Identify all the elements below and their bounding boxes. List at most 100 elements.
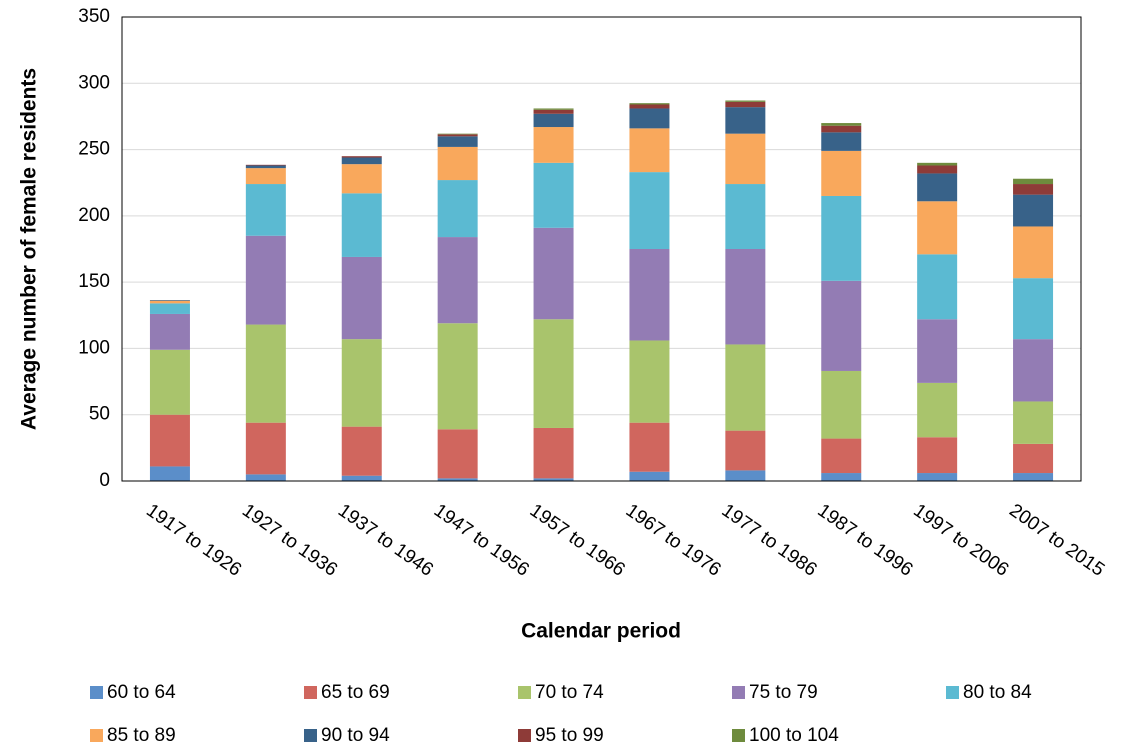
y-tick-label: 200: [78, 205, 110, 226]
legend-label: 70 to 74: [535, 682, 604, 703]
bar-segment: [917, 254, 958, 320]
bar-segment: [341, 164, 382, 194]
bar-segment: [149, 303, 190, 314]
bar-segment: [821, 280, 862, 371]
bar-segment: [725, 344, 766, 431]
bar-segment: [917, 201, 958, 255]
legend-swatch: [946, 686, 959, 699]
legend-swatch: [304, 686, 317, 699]
plot-frame: [121, 16, 1082, 482]
bar-segment: [245, 165, 286, 169]
bar-segment: [245, 235, 286, 325]
bar-segment: [437, 133, 478, 135]
legend-swatch: [304, 729, 317, 742]
bar-segment: [533, 478, 574, 481]
bar-segment: [821, 150, 862, 196]
bar-segment: [437, 134, 478, 137]
x-axis-title: Calendar period: [521, 620, 681, 643]
bar-segment: [629, 340, 670, 423]
bar-segment: [917, 473, 958, 481]
bar-segment: [149, 466, 190, 481]
bar-segment: [821, 132, 862, 151]
bar-segment: [437, 136, 478, 147]
bar-segment: [1013, 226, 1054, 279]
bar-segment: [245, 184, 286, 236]
y-axis-title: Average number of female residents: [18, 68, 41, 430]
bar-segment: [533, 162, 574, 228]
bar-segment: [629, 128, 670, 173]
bar-segment: [725, 101, 766, 108]
bar-segment: [1013, 178, 1054, 185]
bar-segment: [1013, 184, 1054, 195]
bar-segment: [917, 382, 958, 438]
legend-label: 60 to 64: [107, 682, 176, 703]
bar-segment: [1013, 339, 1054, 402]
legend-label: 90 to 94: [321, 725, 390, 746]
bar-segment: [821, 123, 862, 126]
y-tick-label: 50: [89, 404, 110, 425]
bar-segment: [629, 103, 670, 105]
legend-label: 85 to 89: [107, 725, 176, 746]
bar-segment: [437, 429, 478, 479]
bar-segment: [245, 164, 286, 166]
bar-segment: [437, 478, 478, 481]
bar-segment: [1013, 278, 1054, 340]
x-tick-label: 1927 to 1936: [238, 500, 341, 581]
bar-segment: [341, 193, 382, 257]
bar-segment: [437, 323, 478, 430]
x-tick-label: 1957 to 1966: [526, 500, 629, 581]
bar-segment: [149, 349, 190, 415]
bar-segment: [245, 474, 286, 481]
bar-segment: [725, 470, 766, 481]
legend-label: 95 to 99: [535, 725, 604, 746]
bar-segment: [629, 104, 670, 109]
legend-label: 75 to 79: [749, 682, 818, 703]
bar-segment: [533, 109, 574, 114]
bar-segment: [629, 172, 670, 249]
bar-segment: [437, 180, 478, 238]
bar-segment: [341, 156, 382, 158]
bar-segment: [725, 133, 766, 185]
bar-segment: [533, 427, 574, 479]
bar-segment: [149, 414, 190, 467]
legend-swatch: [732, 686, 745, 699]
bar-segment: [629, 249, 670, 341]
x-tick-label: 1947 to 1956: [430, 500, 533, 581]
bar-segment: [1013, 401, 1054, 444]
y-tick-label: 150: [78, 271, 110, 292]
bar-segment: [149, 300, 190, 304]
bar-segment: [437, 146, 478, 181]
bar-segment: [341, 157, 382, 165]
bar-segment: [341, 475, 382, 481]
legend-swatch: [90, 729, 103, 742]
bar-segment: [1013, 194, 1054, 227]
bar-segment: [821, 438, 862, 474]
bar-segment: [821, 473, 862, 481]
legend-label: 65 to 69: [321, 682, 390, 703]
bar-segment: [725, 107, 766, 134]
bar-segment: [917, 162, 958, 166]
y-tick-label: 0: [99, 470, 110, 491]
bar-segment: [1013, 443, 1054, 474]
legend-swatch: [732, 729, 745, 742]
y-tick-label: 100: [78, 337, 110, 358]
bar-segment: [533, 227, 574, 320]
bar-segment: [821, 370, 862, 439]
bar-segment: [821, 125, 862, 133]
bar-segment: [629, 108, 670, 129]
x-tick-label: 1977 to 1986: [718, 500, 821, 581]
bar-segment: [533, 319, 574, 428]
bar-segment: [917, 173, 958, 202]
bar-segment: [917, 319, 958, 383]
y-tick-label: 250: [78, 139, 110, 160]
legend-swatch: [518, 686, 531, 699]
bar-segment: [341, 426, 382, 476]
x-tick-label: 1987 to 1996: [814, 500, 917, 581]
bar-segment: [917, 437, 958, 474]
bar-segment: [725, 249, 766, 345]
bar-segment: [437, 237, 478, 324]
bar-segment: [245, 324, 286, 423]
bar-segment: [725, 100, 766, 102]
x-tick-label: 1937 to 1946: [334, 500, 437, 581]
